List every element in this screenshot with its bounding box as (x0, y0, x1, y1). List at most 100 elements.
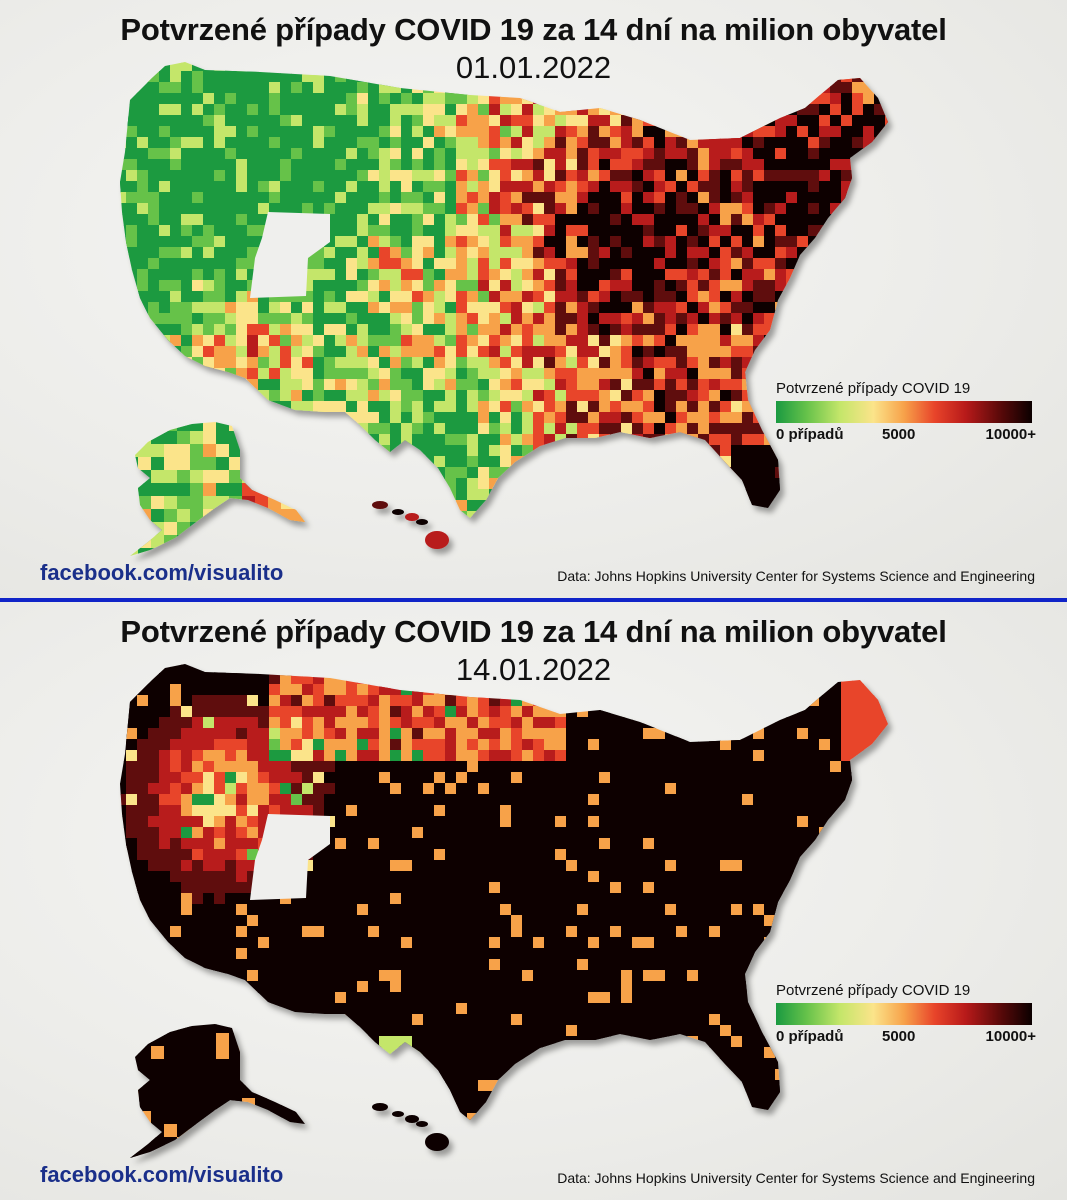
county-cell (720, 291, 732, 303)
county-cell (258, 533, 270, 545)
us-county-map (120, 62, 888, 556)
county-cell (120, 827, 127, 839)
county-cell (346, 225, 358, 237)
county-cell (885, 827, 888, 850)
county-cell (819, 115, 831, 127)
county-cell (533, 533, 545, 545)
county-cell (489, 478, 501, 490)
county-cell (643, 137, 655, 149)
county-cell (445, 170, 457, 182)
county-cell (709, 706, 721, 729)
county-cell (423, 126, 435, 138)
county-cell (170, 346, 182, 358)
county-cell (434, 489, 446, 501)
county-cell (313, 368, 325, 380)
county-cell (764, 467, 776, 479)
county-cell (577, 412, 589, 424)
county-cell (456, 544, 468, 556)
county-cell (335, 434, 347, 446)
county-cell (324, 412, 347, 424)
county-cell (192, 706, 204, 718)
county-cell (621, 489, 644, 501)
county-cell (500, 478, 512, 501)
county-cell (280, 192, 292, 204)
county-cell (852, 104, 864, 116)
county-cell (885, 783, 888, 795)
county-cell (687, 423, 699, 435)
county-cell (390, 478, 402, 501)
county-cell (764, 258, 776, 270)
county-cell (236, 893, 248, 905)
county-cell (258, 750, 270, 762)
county-cell (731, 390, 743, 402)
county-cell (610, 783, 622, 795)
county-cell (255, 509, 269, 523)
county-cell (379, 456, 391, 468)
county-cell (467, 849, 479, 861)
county-cell (577, 434, 589, 446)
county-cell (236, 269, 248, 281)
county-cell (654, 269, 666, 281)
county-cell (610, 882, 622, 894)
county-cell (665, 291, 677, 303)
county-cell (676, 706, 688, 729)
county-cell (445, 214, 457, 226)
county-cell (511, 750, 523, 762)
county-cell (610, 706, 622, 718)
county-cell (610, 871, 622, 883)
county-cell (621, 280, 633, 292)
county-cell (214, 401, 226, 413)
county-cell (742, 816, 754, 828)
county-cell (654, 783, 666, 795)
county-cell (753, 313, 765, 325)
county-cell (489, 533, 512, 545)
county-cell (709, 93, 721, 105)
county-cell (423, 247, 435, 259)
county-cell (599, 379, 611, 391)
county-cell (291, 192, 303, 204)
county-cell (307, 431, 321, 458)
county-cell (225, 368, 237, 380)
county-cell (214, 104, 226, 116)
county-cell (808, 827, 820, 839)
county-cell (236, 500, 248, 512)
county-cell (500, 346, 512, 358)
county-cell (566, 467, 578, 479)
county-cell (599, 871, 611, 883)
county-cell (467, 170, 479, 182)
county-cell (797, 544, 809, 556)
county-cell (720, 269, 732, 281)
county-cell (764, 170, 776, 182)
county-cell (698, 882, 710, 894)
county-cell (621, 412, 633, 424)
county-cell (120, 368, 127, 380)
county-cell (478, 761, 490, 773)
county-cell (819, 761, 831, 773)
county-cell (731, 522, 743, 534)
county-cell (643, 115, 655, 127)
county-cell (863, 805, 886, 817)
county-cell (164, 509, 178, 523)
county-cell (687, 412, 699, 424)
county-cell (445, 302, 457, 314)
county-cell (214, 214, 226, 226)
county-cell (808, 511, 820, 518)
county-cell (731, 181, 743, 193)
county-cell (258, 181, 270, 193)
county-cell (137, 104, 149, 116)
county-cell (621, 467, 633, 490)
county-cell (555, 104, 567, 116)
county-cell (302, 269, 314, 281)
county-cell (731, 794, 743, 806)
county-cell (566, 489, 578, 512)
county-cell (599, 467, 611, 479)
facebook-link[interactable]: facebook.com/visualito (40, 560, 284, 585)
county-cell (456, 445, 468, 457)
county-cell (478, 181, 490, 193)
county-cell (533, 794, 545, 806)
county-cell (203, 522, 217, 536)
county-cell (313, 478, 325, 490)
county-cell (120, 805, 127, 817)
county-cell (379, 893, 391, 905)
county-cell (687, 511, 699, 518)
